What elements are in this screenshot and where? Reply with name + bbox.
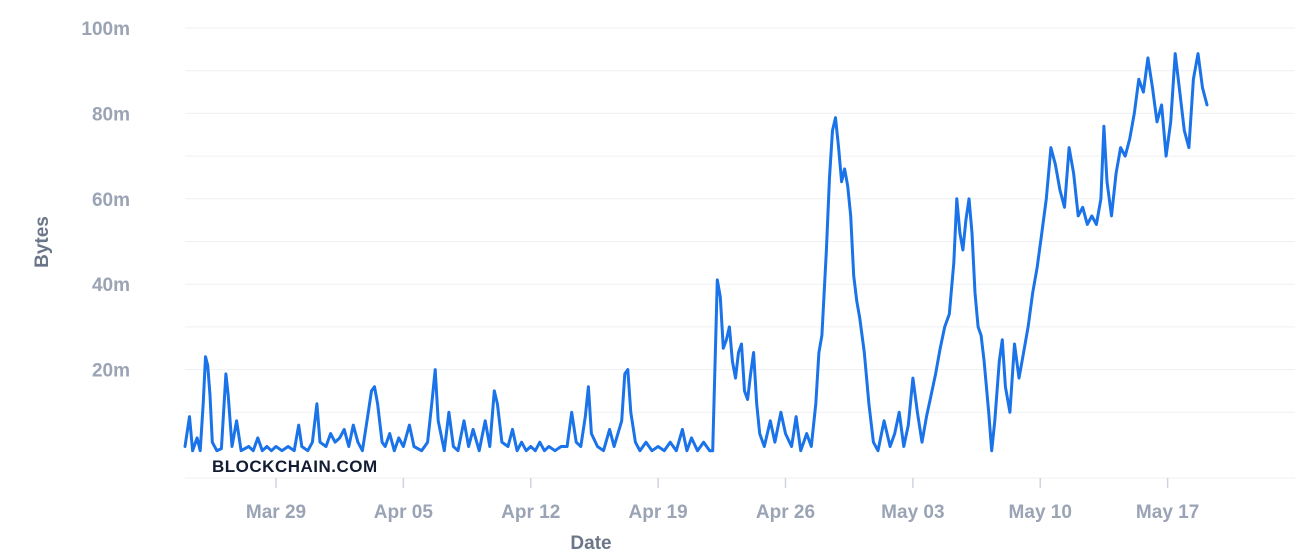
x-tick-label: Apr 12 xyxy=(501,502,560,523)
y-tick-label: 80m xyxy=(92,104,130,125)
x-tick-label: May 10 xyxy=(1009,502,1072,523)
y-tick-label: 100m xyxy=(81,19,130,40)
x-tick-label: Mar 29 xyxy=(246,502,306,523)
x-axis-label: Date xyxy=(570,533,611,554)
x-axis-ticks: Mar 29 Apr 05 Apr 12 Apr 19 Apr 26 May 03 May … xyxy=(185,477,1295,523)
y-axis-ticks: 20m 40m 60m 80m 100m xyxy=(81,19,130,382)
x-tick-label: May 03 xyxy=(881,502,944,523)
y-axis-label: Bytes xyxy=(32,216,53,268)
series-line xyxy=(183,52,1209,453)
x-tick-label: Apr 05 xyxy=(374,502,434,523)
x-tick-label: Apr 19 xyxy=(629,502,688,523)
x-tick-label: Apr 26 xyxy=(756,502,815,523)
grid-lines xyxy=(185,27,1295,413)
y-tick-label: 20m xyxy=(92,361,130,382)
blockchain-watermark: BLOCKCHAIN.COM xyxy=(212,457,378,476)
y-tick-label: 40m xyxy=(92,275,130,296)
x-tick-label: May 17 xyxy=(1136,502,1199,523)
y-tick-label: 60m xyxy=(92,190,130,211)
